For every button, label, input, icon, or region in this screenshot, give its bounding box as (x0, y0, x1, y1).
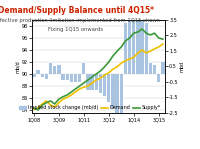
Bar (128, 20, 131, 74)
Bar (78, 74, 81, 82)
Bar (70, 74, 73, 82)
Bar (45, 74, 48, 79)
Bar (107, 74, 110, 102)
Bar (157, 74, 160, 82)
Bar (132, 12, 135, 74)
Bar (41, 74, 44, 77)
Legend: Implied stock change (mb/d), Demand, Supply*: Implied stock change (mb/d), Demand, Sup… (17, 103, 163, 112)
Bar (99, 74, 102, 93)
Y-axis label: mbd: mbd (180, 61, 185, 72)
Bar (124, 23, 127, 74)
Text: Demand/Supply Balance until 4Q15*: Demand/Supply Balance until 4Q15* (0, 6, 154, 15)
Bar (74, 74, 77, 82)
Bar (95, 74, 98, 90)
Text: Fixing 1Q15 onwards: Fixing 1Q15 onwards (48, 27, 104, 32)
Bar (53, 66, 56, 74)
Bar (149, 63, 152, 74)
Bar (136, 20, 140, 74)
Bar (153, 65, 156, 74)
Bar (86, 74, 90, 90)
Bar (145, 23, 148, 74)
Bar (111, 74, 115, 108)
Bar (36, 70, 40, 74)
Bar (115, 74, 119, 114)
Text: *Effective production limitation implemented from 1Q15 shown: *Effective production limitation impleme… (0, 18, 160, 23)
Bar (32, 74, 36, 77)
Bar (120, 74, 123, 116)
Bar (49, 63, 52, 74)
Bar (57, 65, 61, 74)
Bar (103, 74, 106, 96)
Y-axis label: mb/d: mb/d (15, 60, 20, 73)
Bar (61, 74, 65, 80)
Bar (90, 74, 94, 90)
Bar (140, 20, 144, 74)
Bar (161, 62, 165, 74)
Bar (82, 63, 85, 74)
Bar (66, 74, 69, 80)
